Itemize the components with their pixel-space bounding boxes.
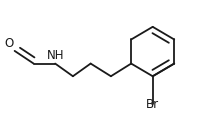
Text: NH: NH (46, 49, 64, 62)
Text: Br: Br (146, 98, 159, 111)
Text: O: O (4, 37, 13, 50)
